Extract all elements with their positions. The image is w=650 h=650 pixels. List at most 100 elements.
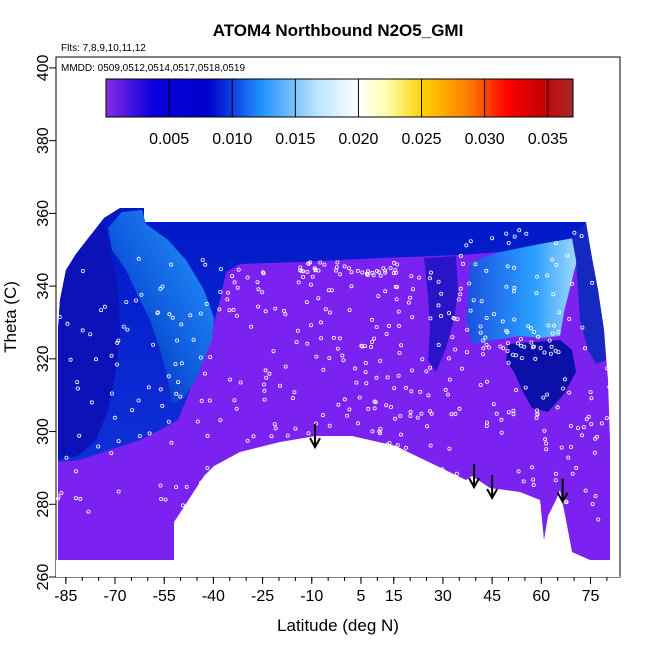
observation-point bbox=[102, 304, 107, 309]
observation-point bbox=[478, 330, 483, 335]
dates-note: MMDD: 0509,0512,0514,0517,0518,0519 bbox=[61, 63, 245, 74]
observation-point bbox=[305, 341, 310, 346]
observation-point bbox=[395, 443, 400, 448]
observation-point bbox=[327, 423, 332, 428]
observation-point bbox=[518, 336, 523, 341]
observation-point bbox=[498, 344, 503, 349]
observation-point bbox=[347, 308, 352, 313]
observation-point bbox=[173, 362, 178, 367]
observation-point bbox=[436, 279, 441, 284]
observation-point bbox=[203, 493, 208, 498]
observation-point bbox=[471, 298, 476, 303]
observation-point bbox=[230, 274, 235, 279]
observation-point bbox=[483, 335, 488, 340]
observation-point bbox=[75, 380, 80, 385]
flights-note: Flts: 7,8,9,10,11,12 bbox=[61, 43, 146, 54]
observation-point bbox=[234, 313, 239, 318]
observation-point bbox=[146, 385, 151, 390]
observation-point bbox=[306, 431, 311, 436]
observation-point bbox=[316, 296, 321, 301]
observation-point bbox=[314, 354, 319, 359]
x-tick-label: -10 bbox=[300, 588, 323, 605]
observation-point bbox=[468, 308, 473, 313]
x-tick-label: 5 bbox=[357, 588, 366, 605]
observation-point bbox=[551, 292, 556, 297]
observation-point bbox=[78, 496, 83, 501]
observation-point bbox=[176, 380, 181, 385]
observation-point bbox=[531, 477, 536, 482]
observation-point bbox=[451, 315, 456, 320]
observation-point bbox=[363, 360, 368, 365]
observation-point bbox=[273, 426, 278, 431]
observation-point bbox=[553, 348, 558, 353]
y-tick-label: 360 bbox=[35, 200, 52, 227]
observation-point bbox=[519, 356, 524, 361]
observation-point bbox=[548, 351, 553, 356]
observation-point bbox=[178, 394, 183, 399]
observation-point bbox=[262, 397, 267, 402]
observation-point bbox=[89, 400, 94, 405]
observation-point bbox=[436, 303, 441, 308]
observation-point bbox=[353, 366, 358, 371]
observation-point bbox=[396, 309, 401, 314]
observation-point bbox=[531, 482, 536, 487]
observation-point bbox=[167, 312, 172, 317]
observation-point bbox=[505, 348, 510, 353]
observation-point bbox=[450, 335, 455, 340]
observation-point bbox=[408, 295, 413, 300]
observation-point bbox=[500, 319, 505, 324]
observation-point bbox=[260, 270, 265, 275]
observation-point bbox=[574, 465, 579, 470]
observation-point bbox=[554, 262, 559, 267]
y-tick-label: 260 bbox=[35, 564, 52, 591]
observation-point bbox=[372, 406, 377, 411]
observation-point bbox=[396, 323, 401, 328]
observation-point bbox=[465, 327, 470, 332]
observation-point bbox=[395, 262, 400, 267]
observation-point bbox=[215, 516, 220, 521]
observation-point bbox=[530, 465, 535, 470]
observation-point bbox=[64, 455, 69, 460]
observation-point bbox=[68, 357, 73, 362]
observation-point bbox=[306, 261, 311, 266]
observation-point bbox=[544, 441, 549, 446]
observation-point bbox=[555, 405, 560, 410]
observation-point bbox=[535, 274, 540, 279]
observation-point bbox=[56, 496, 61, 501]
arrow-markers bbox=[309, 424, 569, 504]
observation-point bbox=[467, 281, 472, 286]
observation-point bbox=[426, 393, 431, 398]
observation-point bbox=[232, 398, 237, 403]
observation-point bbox=[263, 368, 268, 373]
observation-point bbox=[536, 503, 541, 508]
observation-point bbox=[166, 374, 171, 379]
observation-point bbox=[523, 385, 528, 390]
observation-point bbox=[369, 344, 374, 349]
observation-point bbox=[428, 270, 433, 275]
observation-point bbox=[179, 361, 184, 366]
x-tick-label: -25 bbox=[251, 588, 274, 605]
y-tick-label: 300 bbox=[35, 418, 52, 445]
observation-point bbox=[552, 323, 557, 328]
observation-point bbox=[208, 355, 213, 360]
observation-point bbox=[567, 390, 572, 395]
observation-point bbox=[301, 274, 306, 279]
observation-point bbox=[580, 325, 585, 330]
observation-point bbox=[399, 343, 404, 348]
observation-point bbox=[218, 289, 223, 294]
observation-point bbox=[557, 310, 562, 315]
observation-point bbox=[506, 240, 511, 245]
observation-point bbox=[596, 517, 601, 522]
observation-point bbox=[226, 290, 231, 295]
observation-point bbox=[322, 262, 327, 267]
observation-point bbox=[454, 471, 459, 476]
observation-point bbox=[116, 489, 121, 494]
observation-point bbox=[604, 317, 609, 322]
observation-point bbox=[392, 386, 397, 391]
observation-point bbox=[542, 350, 547, 355]
y-axis-label: Theta (C) bbox=[1, 281, 20, 353]
observation-point bbox=[293, 426, 298, 431]
observation-point bbox=[478, 324, 483, 329]
observation-point bbox=[459, 366, 464, 371]
observation-point bbox=[559, 445, 564, 450]
